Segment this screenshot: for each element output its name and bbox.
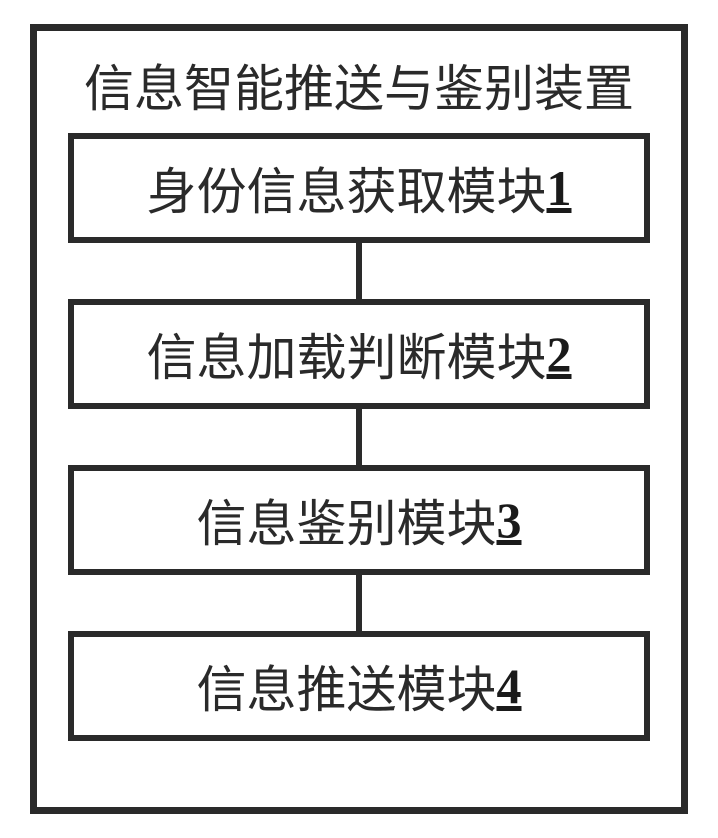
module-label: 信息鉴别模块 <box>197 484 497 556</box>
module-box: 信息鉴别模块3 <box>68 465 650 575</box>
connector-line <box>356 575 362 631</box>
connector-line <box>356 409 362 465</box>
module-number: 3 <box>497 491 522 549</box>
module-label: 信息加载判断模块 <box>147 318 547 390</box>
module-label: 身份信息获取模块 <box>147 152 547 224</box>
diagram-title: 信息智能推送与鉴别装置 <box>84 49 634 121</box>
module-box: 信息加载判断模块2 <box>68 299 650 409</box>
module-number: 1 <box>547 159 572 217</box>
module-box: 身份信息获取模块1 <box>68 133 650 243</box>
connector-line <box>356 243 362 299</box>
outer-frame: 信息智能推送与鉴别装置身份信息获取模块1 信息加载判断模块2 信息鉴别模块3 信息推送… <box>30 24 688 814</box>
module-label: 信息推送模块 <box>197 650 497 722</box>
module-number: 4 <box>497 657 522 715</box>
module-box: 信息推送模块4 <box>68 631 650 741</box>
module-number: 2 <box>547 325 572 383</box>
